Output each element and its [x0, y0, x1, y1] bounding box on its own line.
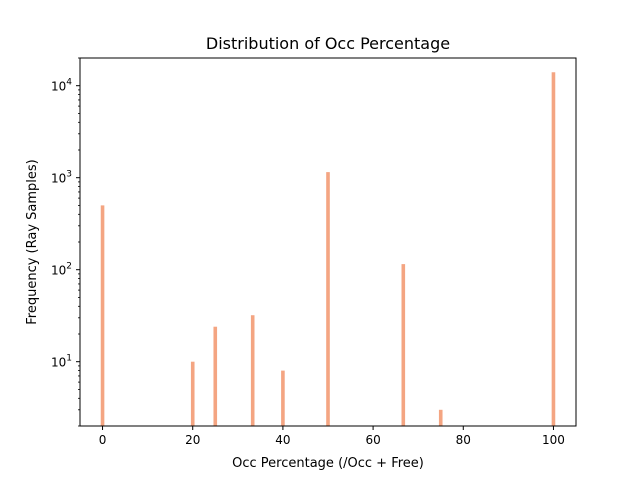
histogram-bar: [551, 72, 556, 426]
x-tick-label: 100: [542, 433, 565, 447]
y-tick-label: 101: [51, 354, 72, 370]
histogram-bar: [100, 205, 105, 426]
histogram-bar: [326, 172, 330, 426]
histogram-bar: [438, 409, 443, 426]
histogram-bar: [250, 315, 255, 426]
x-tick-label: 60: [365, 433, 380, 447]
chart-title: Distribution of Occ Percentage: [206, 34, 450, 53]
y-axis-ticks: 101 102 103 104: [51, 57, 80, 427]
x-tick-label: 0: [99, 433, 107, 447]
y-tick-label: 104: [51, 78, 72, 94]
x-axis-label: Occ Percentage (/Occ + Free): [232, 456, 424, 471]
bars-group: [100, 72, 556, 426]
x-tick-label: 40: [275, 433, 290, 447]
x-axis-ticks: 0 20 40 60 80 100: [99, 426, 565, 447]
histogram-bar: [213, 326, 218, 426]
x-tick-label: 80: [456, 433, 471, 447]
histogram-bar: [281, 370, 285, 426]
y-tick-label: 102: [51, 262, 72, 278]
histogram-bar: [190, 361, 195, 426]
y-tick-label: 103: [51, 170, 72, 186]
histogram-bar: [401, 264, 406, 426]
x-tick-label: 20: [185, 433, 200, 447]
y-axis-label: Frequency (Ray Samples): [25, 159, 40, 325]
